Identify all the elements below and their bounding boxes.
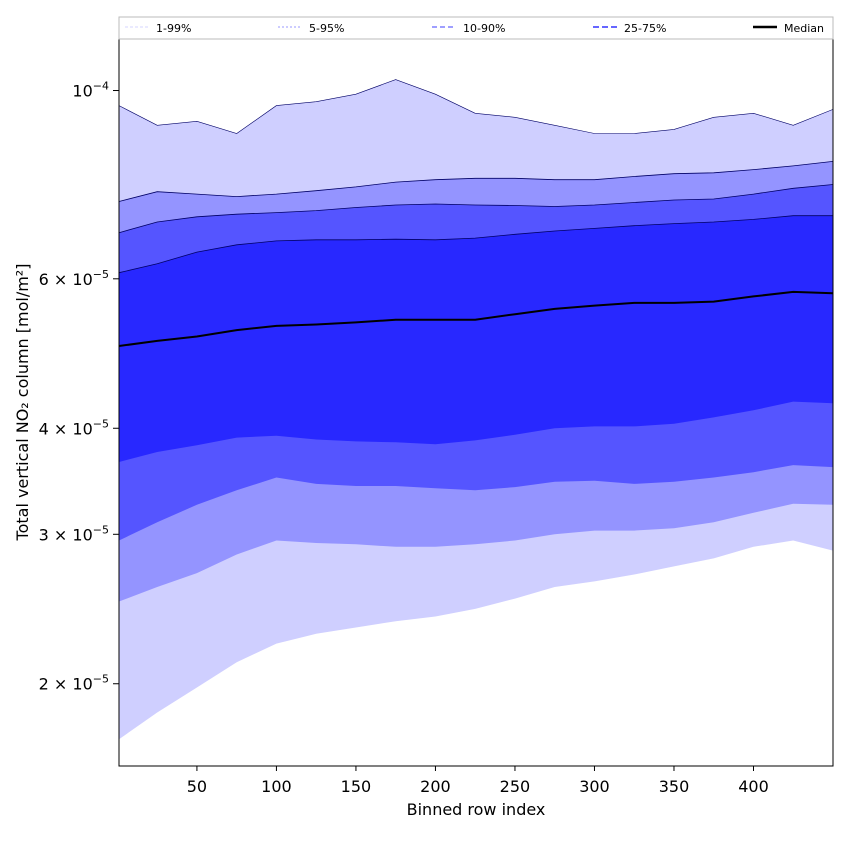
x-tick-label: 200 xyxy=(420,777,451,796)
band-25-75% xyxy=(119,215,833,462)
legend-label-1-99%: 1-99% xyxy=(156,22,191,35)
x-tick-label: 250 xyxy=(500,777,531,796)
legend-label-25-75%: 25-75% xyxy=(624,22,666,35)
y-tick-label: 3 × 10−5 xyxy=(39,523,109,544)
y-tick-label: 10−4 xyxy=(72,80,109,101)
band-upper-edge-25-75% xyxy=(118,215,833,274)
y-tick-label: 4 × 10−5 xyxy=(39,417,109,438)
x-axis-ticks: 50 100 150 200 250 300 350 400 xyxy=(187,766,769,796)
x-tick-label: 300 xyxy=(579,777,610,796)
y-tick-label: 2 × 10−5 xyxy=(39,673,109,694)
x-tick-label: 100 xyxy=(261,777,292,796)
y-axis-ticks: 2 × 10−5 3 × 10−5 4 × 10−5 6 × 10−5 10−4 xyxy=(39,80,119,694)
legend-label-5-95%: 5-95% xyxy=(309,22,344,35)
median-line-group xyxy=(118,290,834,347)
legend: 1-99% 5-95% 10-90% 25-75% Median xyxy=(118,16,834,40)
x-tick-label: 350 xyxy=(659,777,690,796)
x-tick-label: 150 xyxy=(341,777,372,796)
y-axis-label: Total vertical NO₂ column [mol/m²] xyxy=(13,264,32,542)
x-tick-label: 50 xyxy=(187,777,207,796)
band-upper-edge-5-95% xyxy=(118,161,834,202)
band-upper-edge-1-99% xyxy=(118,79,834,134)
legend-label-Median: Median xyxy=(784,22,824,35)
legend-label-10-90%: 10-90% xyxy=(463,22,505,35)
band-upper-edge-10-90% xyxy=(118,184,834,234)
x-tick-label: 400 xyxy=(738,777,769,796)
median-line xyxy=(118,290,834,347)
percentile-bands xyxy=(118,79,834,740)
x-axis-label: Binned row index xyxy=(407,800,546,819)
y-tick-label: 6 × 10−5 xyxy=(39,268,109,289)
legend-box xyxy=(118,16,834,40)
